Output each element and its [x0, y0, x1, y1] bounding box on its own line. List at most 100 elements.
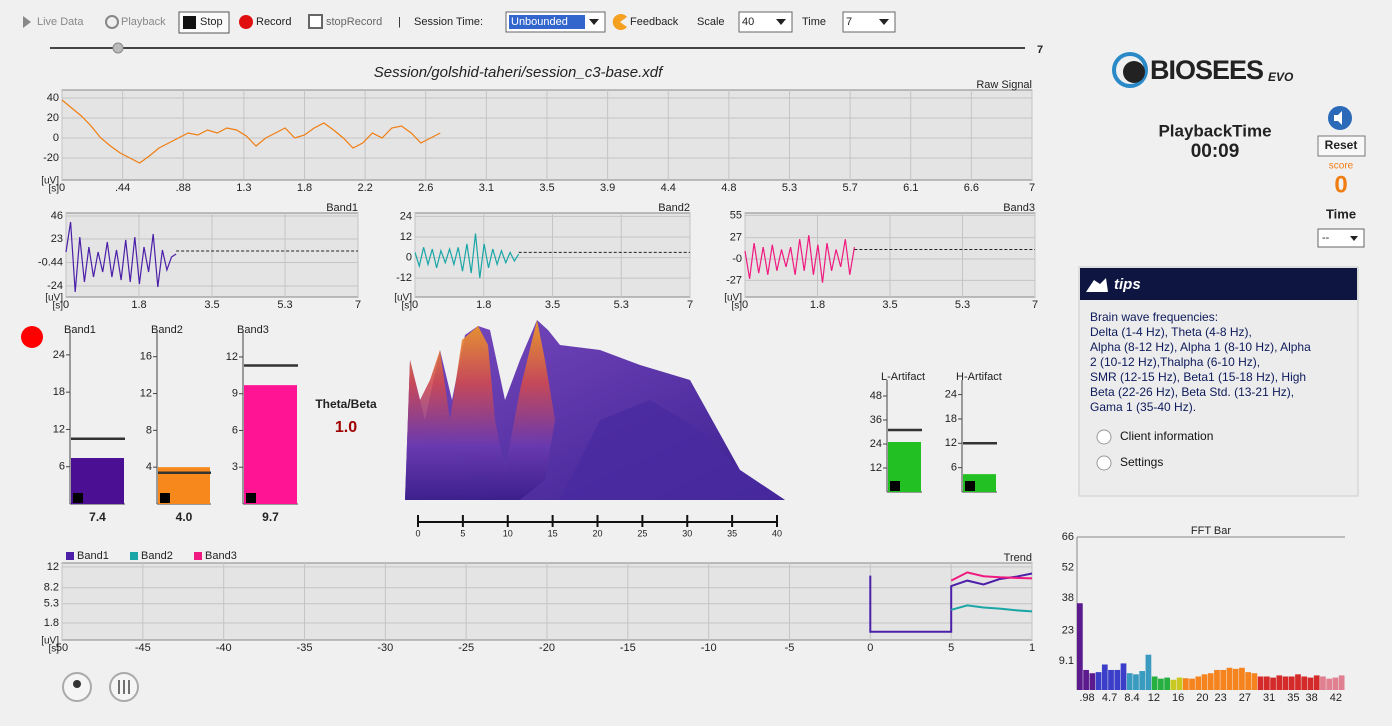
x-tick-label: 7: [355, 299, 361, 311]
y-tick-label: 9: [232, 388, 238, 400]
session-time-label: Session Time:: [414, 16, 483, 28]
x-tick-label: 6.6: [964, 182, 979, 194]
y-tick-label: 18: [53, 386, 65, 398]
fft-bar: [1295, 674, 1301, 690]
slider-value: 7: [1037, 44, 1043, 56]
time-value: 7: [846, 16, 852, 28]
x-tick-label: 3.5: [204, 299, 219, 311]
selection-highlight: [509, 15, 585, 29]
x-unit: [s]: [731, 301, 742, 312]
x-tick-label: 42: [1330, 692, 1342, 704]
reset-label: Reset: [1325, 138, 1358, 152]
fft-bar: [1207, 673, 1214, 690]
time-select-right[interactable]: [1317, 228, 1365, 248]
fft-bar: [1251, 673, 1258, 690]
ratio-value: 1.0: [335, 419, 357, 436]
meter-indicator: [246, 493, 256, 503]
status-indicator: [21, 326, 43, 348]
x-tick-label: 16: [1172, 692, 1184, 704]
scale-label: Scale: [697, 16, 725, 28]
legend-label: Band3: [205, 550, 237, 562]
y-tick-label: 66: [1062, 531, 1074, 543]
fft-bar: [1145, 654, 1152, 690]
fft-bar: [1089, 673, 1096, 690]
slider-knob[interactable]: [112, 42, 124, 54]
legend-swatch: [130, 552, 138, 560]
x-tick-label: -5: [785, 642, 795, 654]
fft-bar: [1226, 667, 1233, 690]
record-button[interactable]: Record: [256, 16, 291, 28]
reset-button[interactable]: [1317, 135, 1366, 157]
logo-suffix: EVO: [1268, 70, 1294, 84]
fft-bar: [1320, 676, 1326, 690]
tips-link[interactable]: Settings: [1120, 455, 1163, 469]
x-tick-label: -45: [135, 642, 151, 654]
meter-value: 9.7: [262, 510, 279, 524]
fft-bar: [1077, 603, 1083, 690]
x-tick-label: 1.8: [297, 182, 312, 194]
y-tick-label: 12: [400, 231, 412, 243]
y-tick-label: 24: [400, 210, 412, 222]
fft-bar: [1164, 677, 1170, 690]
dropdown-arrow: [589, 19, 599, 25]
feedback-button[interactable]: Feedback: [630, 16, 679, 28]
tips-line: Gama 1 (35-40 Hz).: [1090, 400, 1196, 414]
tips-title: tips: [1114, 276, 1141, 293]
fft-bar: [1307, 677, 1314, 690]
scale-value: 40: [742, 16, 754, 28]
y-tick-label: 12: [945, 437, 957, 449]
x-tick-label: 7: [1032, 299, 1038, 311]
logo-name: BIOSEES: [1150, 55, 1263, 85]
y-tick-label: 1.8: [44, 617, 59, 629]
fft-bar: [1108, 669, 1114, 690]
y-tick-label: 12: [140, 387, 152, 399]
x-tick-label: 4.7: [1102, 692, 1117, 704]
toolbar: Live Data Playback Stop Record stopRecor…: [23, 11, 896, 34]
x-tick-label: 3.5: [882, 299, 897, 311]
fft-bar: [1257, 676, 1264, 690]
live-data-button[interactable]: Live Data: [37, 16, 84, 28]
feedback-icon: [612, 13, 627, 30]
y-tick-label: 24: [870, 438, 882, 450]
x-tick-label: 3.1: [479, 182, 494, 194]
playback-button[interactable]: Playback: [121, 16, 166, 28]
y-tick-label: 46: [51, 210, 63, 222]
stop-record-button[interactable]: stopRecord: [326, 16, 382, 28]
fft-bar: [1239, 667, 1245, 690]
y-tick-label: 6: [232, 424, 238, 436]
x-tick-label: 25: [637, 528, 647, 538]
fft-bar: [1101, 664, 1108, 690]
tips-line: SMR (12-15 Hz), Beta1 (15-18 Hz), High: [1090, 370, 1306, 384]
x-tick-label: 5: [460, 528, 465, 538]
y-tick-label: 9.1: [1059, 655, 1074, 667]
x-tick-label: 0: [59, 182, 65, 194]
meter-bar: [244, 385, 297, 504]
separator: |: [398, 16, 401, 28]
record-icon: [239, 15, 253, 29]
time-select[interactable]: [842, 11, 896, 33]
y-tick-label: -27: [726, 274, 742, 286]
fft-bar: [1083, 669, 1089, 690]
tips-link[interactable]: Client information: [1120, 429, 1213, 443]
y-tick-label: -12: [396, 272, 412, 284]
fft-bar: [1133, 674, 1139, 690]
x-tick-label: 6.1: [903, 182, 918, 194]
x-tick-label: -25: [458, 642, 474, 654]
y-tick-label: -24: [47, 280, 63, 292]
x-tick-label: 5.3: [955, 299, 970, 311]
session-file: Session/golshid-taheri/session_c3-base.x…: [374, 64, 664, 81]
playback-time-label: PlaybackTime: [1158, 121, 1271, 140]
x-unit: [s]: [401, 301, 412, 312]
x-tick-label: 5.3: [277, 299, 292, 311]
fft-bar: [1232, 668, 1239, 690]
meter-value: 4.0: [176, 510, 193, 524]
x-tick-label: 7: [687, 299, 693, 311]
client-icon: [73, 680, 81, 688]
x-tick-label: 1.8: [476, 299, 491, 311]
y-unit: [uV]: [724, 293, 742, 304]
signal-line: [65, 221, 177, 293]
scale-select[interactable]: [738, 11, 793, 33]
fft-bar: [1332, 677, 1339, 690]
x-tick-label: 3.9: [600, 182, 615, 194]
x-tick-label: 4.4: [661, 182, 676, 194]
